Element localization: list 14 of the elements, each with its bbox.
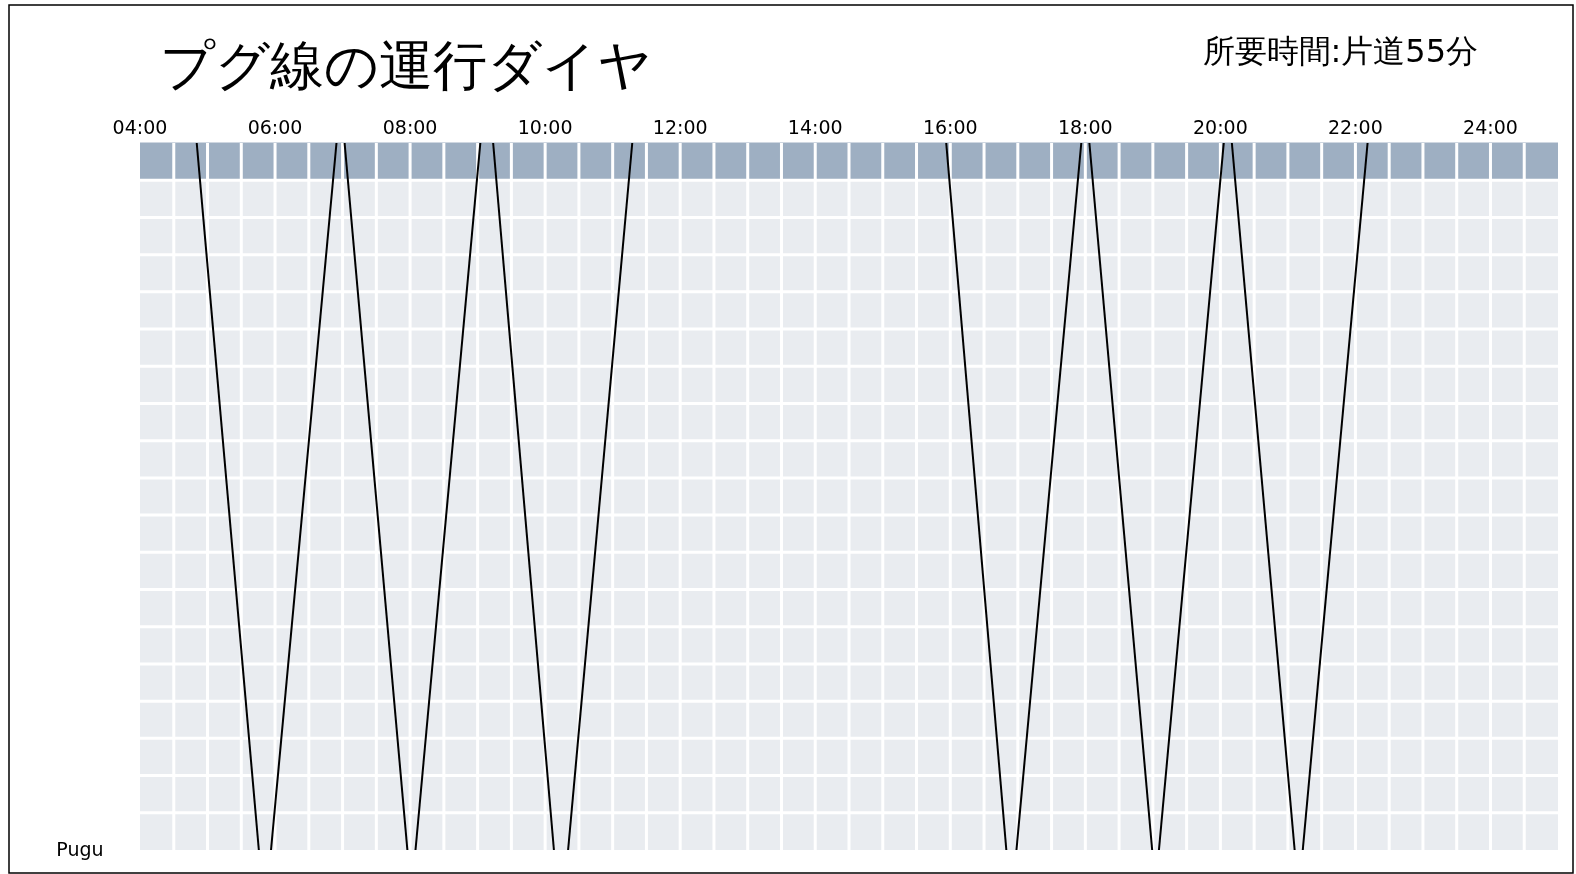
x-tick-label: 14:00 xyxy=(787,116,843,138)
chart-subtitle: 所要時間:片道55分 xyxy=(1202,32,1478,70)
x-tick-label: 20:00 xyxy=(1193,116,1248,138)
text: Pugu xyxy=(56,838,104,860)
chart-title: プグ線の運行ダイヤ xyxy=(160,34,652,97)
x-tick-label: 24:00 xyxy=(1463,116,1518,138)
x-tick-label: 04:00 xyxy=(112,116,168,138)
x-tick-label: 18:00 xyxy=(1057,116,1113,138)
x-tick-label: 10:00 xyxy=(517,116,573,138)
x-tick-label: 12:00 xyxy=(652,116,708,138)
x-tick-label: 06:00 xyxy=(247,116,303,138)
x-tick-label: 16:00 xyxy=(922,116,978,138)
x-tick-label: 08:00 xyxy=(382,116,438,138)
x-tick-label: 22:00 xyxy=(1328,116,1383,138)
